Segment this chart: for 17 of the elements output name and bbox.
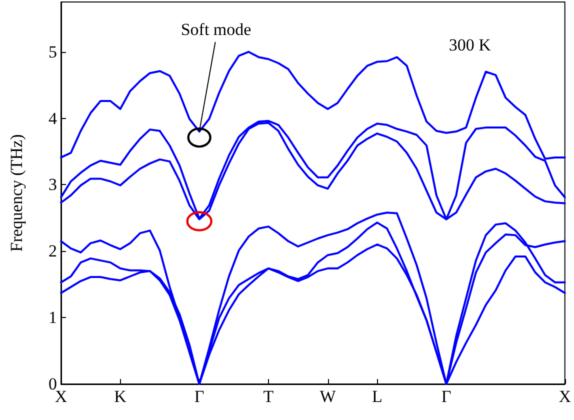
x-tick-label: Γ (441, 387, 452, 406)
x-tick-label: T (263, 387, 274, 406)
x-tick-label: X (558, 387, 571, 406)
y-tick-label: 1 (48, 308, 57, 328)
y-tick-label: 5 (48, 42, 57, 62)
annotation: Soft mode (180, 20, 252, 40)
annotation: 300 K (448, 36, 492, 54)
y-axis-title: Frequency (THz) (7, 134, 26, 252)
x-tick-label: Γ (194, 387, 204, 406)
y-tick-label: 3 (48, 175, 57, 194)
y-tick-label: 4 (48, 108, 58, 128)
x-tick-label: X (54, 387, 68, 406)
x-tick-label: L (372, 387, 382, 406)
x-tick-label: K (114, 387, 128, 406)
y-tick-label: 0 (48, 374, 57, 394)
x-tick-label: W (320, 387, 337, 406)
y-tick-label: 2 (48, 242, 57, 261)
